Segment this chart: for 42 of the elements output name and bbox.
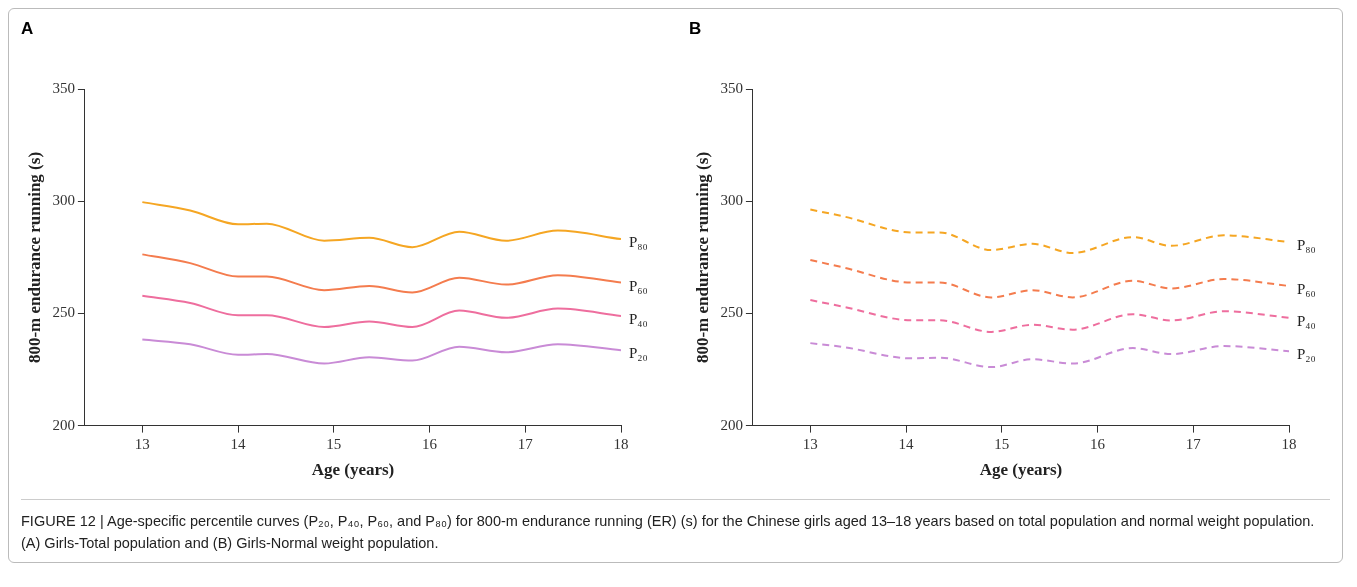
line-series [809, 258, 1289, 299]
y-tick-label: 200 [52, 416, 75, 433]
line-series [141, 253, 621, 294]
caption: FIGURE 12 | Age-specific percentile curves (P₂₀, P₄₀, P₆₀, and P₈₀) for 800-m endurance running (ER) (s) for the Chinese girls aged 13–18 years based on total population and normal weight population. (A) Girls-Total population and (B) Girls-Normal weight population. [21, 512, 1316, 553]
line-series [809, 342, 1289, 369]
y-tick-label: 350 [52, 80, 75, 97]
y-tick-label: 300 [52, 192, 75, 209]
x-tick-label: 13 [802, 435, 818, 452]
x-tick-label: 18 [1281, 435, 1297, 452]
y-tick-label: 250 [52, 304, 75, 321]
y-tick-label: 200 [720, 416, 743, 433]
x-tick-label: 14 [230, 435, 247, 452]
y-axis-title: 800-m endurance running (s) [24, 151, 44, 364]
x-tick-label: 13 [134, 435, 150, 452]
y-tick-label: 300 [720, 192, 743, 209]
line-series [809, 299, 1289, 333]
x-tick-label: 15 [326, 435, 342, 452]
series-label: P₆₀ [1297, 280, 1316, 297]
series-label: P₈₀ [629, 234, 648, 251]
series-label: P₂₀ [1297, 346, 1316, 363]
x-axis-title: Age (years) [311, 460, 395, 480]
y-tick-label: 350 [720, 80, 743, 97]
y-axis-title: 800-m endurance running (s) [692, 151, 712, 364]
x-axis-title: Age (years) [979, 460, 1063, 480]
line-series [141, 338, 621, 365]
x-tick-label: 16 [1090, 435, 1106, 452]
chart-title: B [689, 18, 702, 38]
series-label: P₄₀ [1297, 312, 1316, 329]
line-series [141, 294, 621, 328]
x-tick-label: 14 [898, 435, 915, 452]
x-tick-label: 17 [1185, 435, 1202, 452]
series-label: P₆₀ [629, 277, 648, 294]
y-tick-label: 250 [720, 304, 743, 321]
x-tick-label: 18 [613, 435, 629, 452]
x-tick-label: 15 [994, 435, 1010, 452]
x-tick-label: 16 [422, 435, 438, 452]
line-series [141, 201, 621, 249]
series-label: P₂₀ [629, 345, 648, 362]
series-label: P₄₀ [629, 310, 648, 327]
series-label: P₈₀ [1297, 236, 1316, 253]
chart-title: A [21, 18, 34, 38]
x-tick-label: 17 [517, 435, 534, 452]
